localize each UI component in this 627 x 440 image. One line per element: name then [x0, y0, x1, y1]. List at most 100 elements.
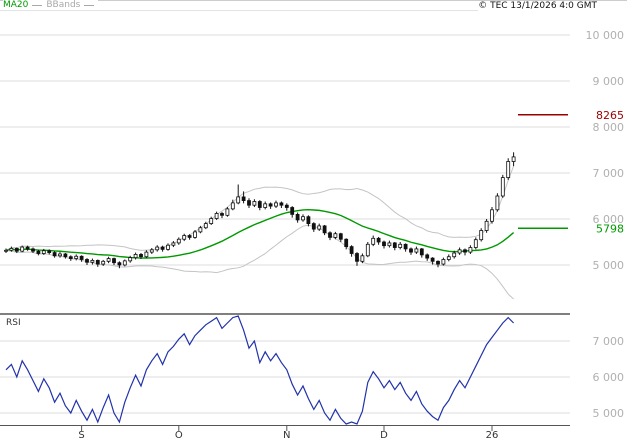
candle-body: [160, 246, 165, 250]
candle-body: [463, 249, 467, 253]
price-axis-label: 5 000: [593, 259, 625, 272]
level-label-8265: 8265: [596, 109, 624, 122]
candle-body: [398, 243, 403, 248]
ma20-legend-label[interactable]: MA20: [3, 0, 29, 10]
candle-body: [90, 259, 95, 263]
level-label-5798: 5798: [596, 222, 624, 235]
candle-body: [128, 257, 133, 262]
rsi-panel-title: RSI: [6, 318, 21, 328]
indicator-legend: MA20 BBands: [3, 0, 99, 10]
candle-body: [263, 203, 268, 208]
candle-body: [193, 231, 197, 238]
candle-body: [295, 213, 300, 221]
candle-body: [468, 247, 473, 253]
candle-body: [252, 201, 257, 206]
candle-body: [419, 248, 424, 256]
candle-body: [452, 252, 457, 258]
candle-body: [149, 249, 154, 253]
candle-body: [365, 243, 370, 257]
x-axis-label: 26: [486, 430, 499, 440]
candle-body: [349, 246, 354, 254]
candle-body: [247, 200, 251, 206]
candle-body: [333, 233, 338, 238]
candle-body: [166, 244, 170, 250]
candle-body: [9, 248, 14, 251]
candle-body: [457, 249, 462, 254]
candle-body: [257, 201, 262, 208]
bbands-legend-dash-icon: [84, 4, 95, 6]
x-axis-label: D: [380, 430, 388, 440]
candle-body: [106, 258, 111, 262]
candle-body: [371, 237, 376, 245]
candle-body: [360, 255, 365, 262]
candle-body: [279, 202, 284, 206]
candle-body: [473, 239, 478, 248]
candle-body: [139, 254, 143, 258]
candle-body: [182, 235, 187, 240]
candle-body: [47, 250, 52, 253]
candle-body: [274, 202, 278, 207]
candle-body: [4, 249, 8, 252]
candle-body: [203, 223, 208, 229]
candle-body: [68, 256, 73, 259]
candle-body: [268, 203, 273, 207]
candle-body: [122, 260, 127, 266]
x-axis-label: N: [283, 430, 290, 440]
candle-body: [414, 248, 419, 253]
price-axis-label: 6 000: [593, 213, 625, 226]
candle-body: [214, 213, 219, 219]
candle-body: [209, 218, 214, 224]
candle-body: [230, 202, 235, 210]
price-axis-label: 7 000: [593, 167, 625, 180]
candle-body: [511, 156, 516, 162]
candle-body: [338, 233, 343, 240]
candle-body: [20, 246, 25, 252]
candle-body: [328, 232, 332, 238]
candle-body: [41, 250, 46, 254]
candle-body: [355, 253, 359, 262]
candle-body: [133, 254, 138, 259]
candle-body: [441, 259, 446, 265]
candle-body: [31, 248, 35, 252]
candle-body: [95, 259, 100, 265]
rsi-axis-label: 5 000: [593, 407, 625, 420]
candle-body: [101, 260, 106, 265]
candle-body: [171, 242, 176, 246]
candle-body: [14, 248, 19, 252]
candle-body: [79, 255, 84, 260]
candle-body: [52, 252, 57, 257]
candle-body: [236, 196, 241, 204]
bband-upper-line: [5, 165, 515, 251]
candle-body: [490, 209, 494, 222]
candle-body: [74, 255, 79, 259]
candle-body: [290, 207, 295, 215]
candle-body: [112, 258, 116, 264]
candle-body: [382, 241, 386, 247]
candle-body: [311, 223, 316, 230]
copyright-text: © TEC 13/1/2026 4:0 GMT: [478, 1, 597, 11]
ma20-legend-dash-icon: [32, 4, 43, 6]
candle-body: [506, 161, 511, 179]
candle-body: [392, 242, 397, 248]
rsi-line: [5, 315, 515, 425]
candle-body: [58, 253, 62, 257]
candle-body: [306, 216, 311, 224]
candle-body: [117, 262, 122, 266]
x-axis-label: S: [78, 430, 84, 440]
candle-body: [317, 225, 322, 230]
candle-body: [144, 251, 149, 258]
x-axis-label: O: [175, 430, 183, 440]
candle-body: [220, 213, 224, 216]
price-axis-label: 8 000: [593, 121, 625, 134]
bbands-legend-label[interactable]: BBands: [46, 0, 81, 10]
candle-body: [225, 208, 230, 216]
rsi-axis-label: 7 000: [593, 335, 625, 348]
candle-body: [409, 248, 413, 253]
candle-body: [284, 204, 289, 208]
candle-body: [484, 220, 489, 231]
candle-body: [344, 238, 349, 248]
candle-body: [36, 250, 41, 254]
candle-body: [176, 238, 181, 244]
